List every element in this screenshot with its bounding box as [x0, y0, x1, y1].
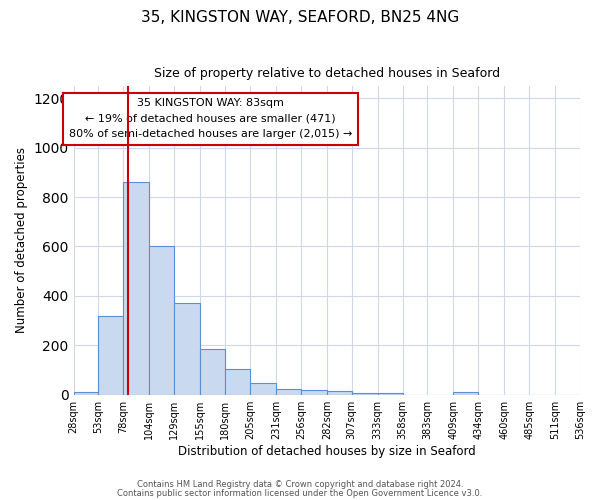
Bar [174, 304, 200, 394]
Text: 35, KINGSTON WAY, SEAFORD, BN25 4NG: 35, KINGSTON WAY, SEAFORD, BN25 4NG [141, 10, 459, 25]
Bar [200, 349, 225, 395]
Y-axis label: Number of detached properties: Number of detached properties [15, 148, 28, 334]
Bar [98, 316, 124, 394]
Title: Size of property relative to detached houses in Seaford: Size of property relative to detached ho… [154, 68, 500, 80]
Bar [149, 246, 174, 394]
Bar [250, 383, 276, 394]
Text: Contains HM Land Registry data © Crown copyright and database right 2024.: Contains HM Land Registry data © Crown c… [137, 480, 463, 489]
X-axis label: Distribution of detached houses by size in Seaford: Distribution of detached houses by size … [178, 444, 476, 458]
Bar [124, 182, 149, 394]
Bar [74, 392, 98, 394]
Bar [454, 392, 478, 394]
Text: Contains public sector information licensed under the Open Government Licence v3: Contains public sector information licen… [118, 488, 482, 498]
Bar [301, 390, 327, 394]
Bar [327, 391, 352, 394]
Text: 35 KINGSTON WAY: 83sqm
← 19% of detached houses are smaller (471)
80% of semi-de: 35 KINGSTON WAY: 83sqm ← 19% of detached… [68, 98, 352, 140]
Bar [276, 388, 301, 394]
Bar [225, 369, 250, 394]
